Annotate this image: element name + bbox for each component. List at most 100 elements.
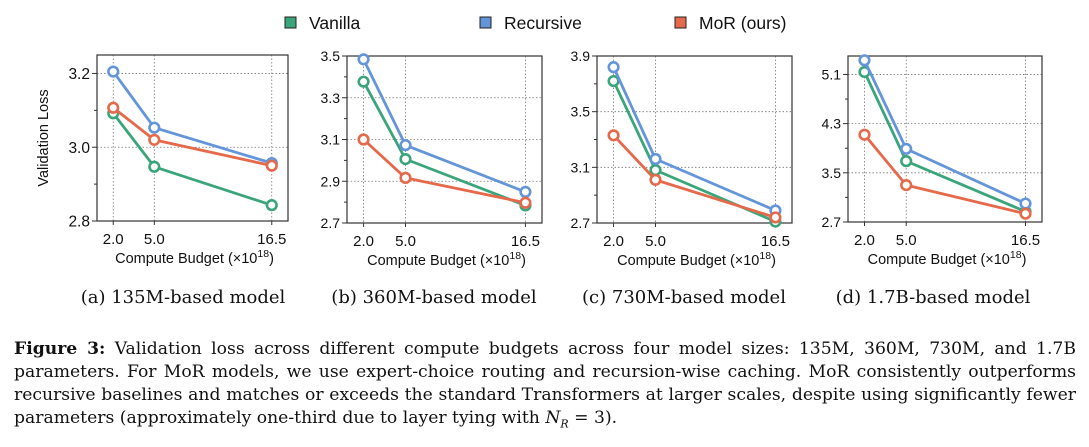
- data-point-vanilla: [357, 75, 370, 88]
- series-line-mor-ours: [362, 138, 526, 205]
- legend-swatch: [284, 16, 297, 29]
- data-point-recursive: [107, 65, 120, 78]
- y-tick-label: 3.1: [571, 159, 591, 175]
- legend-item-recursive: Recursive: [479, 13, 582, 33]
- legend-item-vanilla: Vanilla: [284, 13, 361, 33]
- series-mor-ours: [107, 101, 278, 172]
- legend-label: Vanilla: [309, 13, 361, 33]
- y-tick-label: 3.1: [321, 132, 341, 148]
- y-tick-label: 3.5: [571, 104, 591, 120]
- data-point-mor-ours: [900, 179, 913, 192]
- x-tick-label: 5.0: [395, 233, 416, 250]
- series-vanilla: [858, 65, 1032, 218]
- x-tick-label: 5.0: [144, 231, 165, 248]
- legend-item-mor-ours: MoR (ours): [674, 13, 787, 33]
- series-vanilla: [357, 75, 532, 212]
- legend: Vanilla Recursive MoR (ours): [284, 13, 787, 33]
- x-tick-label: 2.0: [603, 233, 624, 250]
- data-point-vanilla: [148, 160, 161, 173]
- legend-label: Recursive: [504, 13, 582, 33]
- caption-text-end: ).: [604, 408, 618, 428]
- caption-math-eq: = 3: [568, 408, 605, 428]
- series-recursive: [107, 65, 278, 170]
- series-recursive: [858, 54, 1032, 210]
- data-point-mor-ours: [357, 133, 370, 146]
- data-point-recursive: [649, 152, 662, 166]
- data-point-mor-ours: [1019, 207, 1032, 220]
- data-point-recursive: [399, 139, 412, 152]
- data-point-recursive: [1019, 197, 1032, 210]
- y-tick-label: 3.5: [822, 165, 842, 181]
- data-point-mor-ours: [107, 101, 120, 114]
- x-tick-label: 2.0: [353, 233, 374, 250]
- y-tick-label: 3.5: [321, 48, 341, 64]
- data-point-vanilla: [607, 74, 620, 88]
- y-tick-label: 4.3: [822, 116, 842, 132]
- series-line-recursive: [612, 66, 776, 212]
- x-tick-label: 16.5: [257, 231, 286, 248]
- series-mor-ours: [607, 129, 782, 224]
- caption-math-sub: R: [560, 417, 569, 431]
- y-tick-label: 3.9: [571, 48, 591, 64]
- figure-panel: Vanilla Recursive MoR (ours) 2.8 3.0 3.2 2.0 5…: [36, 13, 1043, 269]
- subcaption-c: (c) 730M-based model: [582, 287, 786, 308]
- x-axis-label: Compute Budget (×1018): [367, 250, 526, 269]
- caption-math-n: N: [545, 408, 561, 428]
- y-tick-label: 3.2: [68, 66, 90, 83]
- y-tick-label: 2.7: [321, 215, 341, 231]
- x-tick-label: 5.0: [896, 232, 917, 249]
- y-axis-label: Validation Loss: [36, 89, 52, 186]
- y-tick-label: 5.1: [822, 66, 842, 82]
- subcaption-a: (a) 135M-based model: [80, 287, 286, 308]
- data-point-recursive: [607, 61, 620, 74]
- y-tick-label: 3.0: [68, 140, 90, 157]
- legend-label: MoR (ours): [699, 13, 787, 33]
- data-point-mor-ours: [399, 171, 412, 185]
- x-tick-label: 5.0: [645, 233, 666, 250]
- caption-label: Figure 3:: [14, 339, 106, 359]
- y-tick-label: 2.7: [571, 215, 591, 231]
- data-point-mor-ours: [858, 128, 871, 141]
- data-point-recursive: [148, 121, 161, 134]
- data-point-recursive: [519, 185, 532, 198]
- y-tick-label: 2.7: [822, 214, 842, 230]
- figure-caption: Figure 3: Validation loss across differe…: [14, 338, 1076, 435]
- series-recursive: [357, 53, 532, 198]
- x-tick-label: 16.5: [511, 233, 540, 250]
- data-point-vanilla: [649, 164, 662, 177]
- series-line-recursive: [863, 59, 1027, 205]
- x-tick-label: 16.5: [1011, 232, 1040, 249]
- y-tick-label: 3.3: [321, 90, 341, 106]
- data-point-recursive: [357, 53, 370, 66]
- data-point-mor-ours: [265, 159, 278, 172]
- plot-frame: [847, 55, 1043, 223]
- y-tick-label: 2.9: [321, 173, 341, 189]
- plot-frame: [596, 55, 793, 224]
- y-tick-label: 2.8: [68, 214, 90, 231]
- data-point-mor-ours: [519, 196, 532, 209]
- data-point-mor-ours: [607, 129, 620, 142]
- series-vanilla: [607, 74, 782, 228]
- data-point-mor-ours: [148, 133, 161, 146]
- caption-text: Validation loss across different compute…: [14, 339, 1076, 428]
- x-axis-label: Compute Budget (×1018): [868, 249, 1027, 268]
- data-point-mor-ours: [769, 211, 782, 224]
- data-point-vanilla: [399, 153, 412, 166]
- series-mor-ours: [858, 128, 1032, 220]
- x-tick-label: 16.5: [761, 233, 790, 250]
- data-point-recursive: [858, 54, 871, 67]
- x-tick-label: 2.0: [103, 231, 124, 248]
- data-point-vanilla: [900, 155, 913, 168]
- legend-swatch: [674, 16, 687, 29]
- series-line-vanilla: [863, 71, 1027, 213]
- legend-swatch: [479, 16, 492, 29]
- series-mor-ours: [357, 133, 532, 209]
- subcaption-b: (b) 360M-based model: [331, 287, 537, 308]
- x-axis-label: Compute Budget (×1018): [115, 248, 274, 267]
- data-point-mor-ours: [649, 173, 662, 186]
- subcaption-d: (d) 1.7B-based model: [835, 287, 1031, 308]
